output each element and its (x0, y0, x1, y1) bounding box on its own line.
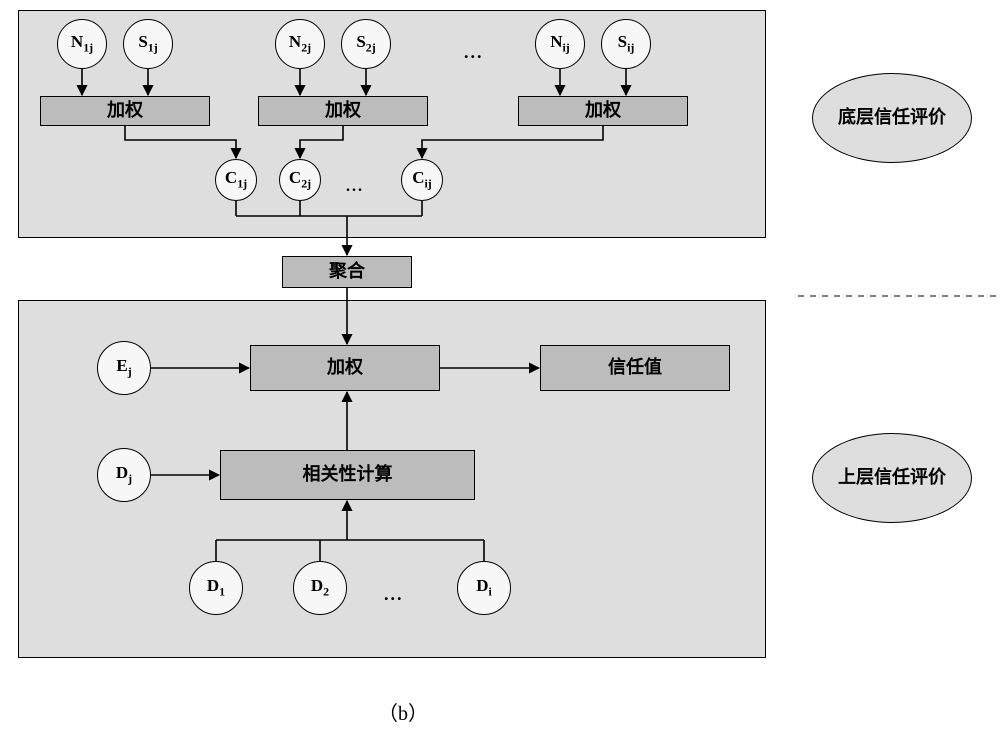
figure-caption: （b） (378, 697, 428, 726)
node-C-1: C2j (279, 159, 321, 201)
node-C-2: Cij (401, 159, 443, 201)
node-N-2: Nij (535, 19, 585, 69)
dots-top-groups: ... (464, 42, 484, 63)
weight-box-0: 加权 (40, 96, 210, 126)
bottom-weight-box: 加权 (250, 345, 440, 391)
node-D-1: D2 (293, 561, 347, 615)
ellipse-lower-trust-eval: 底层信任评价 (812, 73, 972, 163)
dots-c-nodes: ... (346, 178, 364, 196)
node-N-0: N1j (57, 19, 107, 69)
aggregate-box: 聚合 (282, 256, 412, 288)
node-N-1: N2j (275, 19, 325, 69)
weight-box-1: 加权 (258, 96, 428, 126)
ellipse-upper-trust-eval: 上层信任评价 (812, 433, 972, 523)
weight-box-2: 加权 (518, 96, 688, 126)
node-Ej: Ej (97, 341, 151, 395)
trust-value-box: 信任值 (540, 345, 730, 391)
node-Dj: Dj (97, 448, 151, 502)
correlation-box: 相关性计算 (220, 450, 475, 500)
dots-d-nodes: ... (384, 584, 404, 605)
node-D-0: D1 (189, 561, 243, 615)
node-S-2: Sij (601, 19, 651, 69)
node-S-1: S2j (341, 19, 391, 69)
node-D-2: Di (457, 561, 511, 615)
node-S-0: S1j (123, 19, 173, 69)
node-C-0: C1j (215, 159, 257, 201)
